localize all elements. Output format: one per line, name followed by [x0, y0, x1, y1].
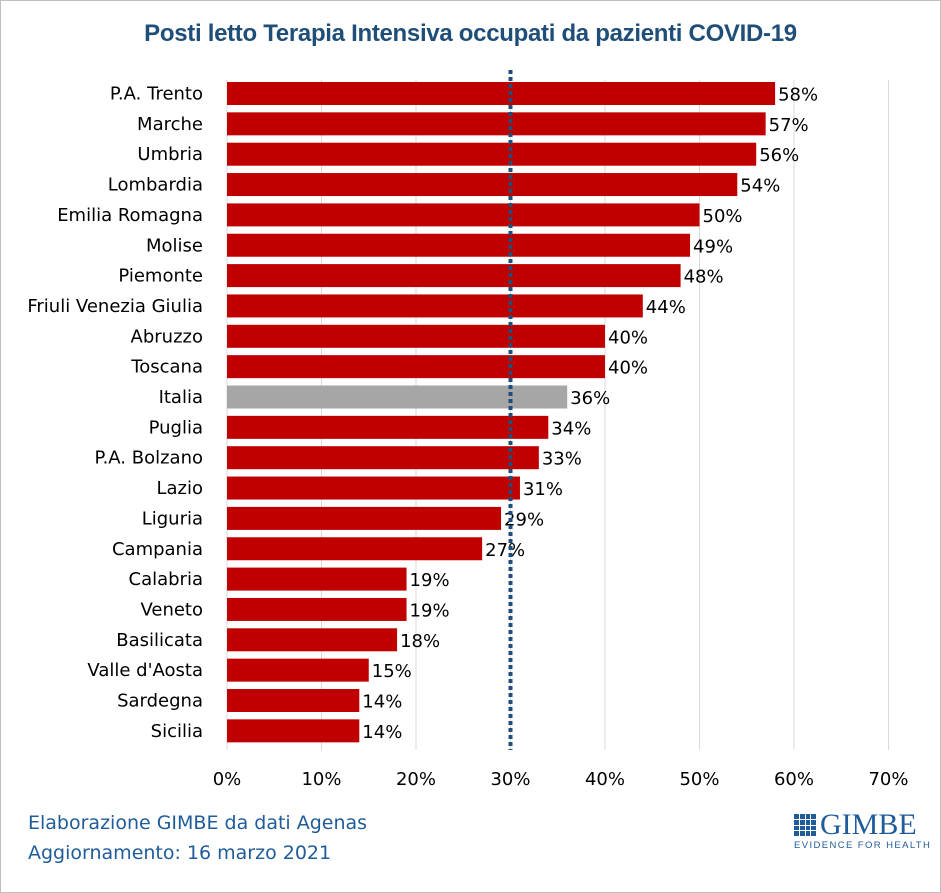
data-label: 50%: [703, 206, 743, 227]
category-label: Puglia: [149, 417, 203, 438]
x-tick-label: 10%: [301, 769, 341, 790]
bar-molise: [227, 233, 691, 257]
data-label: 49%: [693, 236, 733, 257]
bar-lombardia: [227, 173, 738, 197]
bar-p-a-trento: [227, 82, 776, 105]
category-label: Campania: [112, 539, 203, 560]
category-label: P.A. Bolzano: [95, 448, 203, 469]
category-label: Molise: [146, 235, 203, 256]
data-label: 29%: [504, 509, 544, 530]
bar-calabria: [227, 567, 407, 591]
bar-abruzzo: [227, 324, 605, 348]
x-tick-label: 50%: [679, 769, 719, 790]
footer-update-date: Aggiornamento: 16 marzo 2021: [28, 842, 332, 864]
category-label: Emilia Romagna: [57, 205, 203, 226]
chart-title: Posti letto Terapia Intensiva occupati d…: [144, 20, 797, 47]
data-label: 33%: [542, 449, 582, 470]
data-label: 56%: [759, 145, 799, 166]
data-label: 48%: [684, 267, 724, 288]
data-label: 14%: [362, 722, 402, 743]
bar-emilia-romagna: [227, 203, 700, 227]
data-label: 58%: [778, 85, 818, 106]
category-label: Umbria: [137, 144, 203, 165]
category-label: Liguria: [142, 508, 203, 529]
bar-puglia: [227, 415, 549, 439]
logo-name: GIMBE: [820, 808, 917, 841]
data-label: 27%: [485, 540, 525, 561]
bar-marche: [227, 112, 766, 136]
category-label: P.A. Trento: [110, 84, 203, 105]
gimbe-logo: GIMBE EVIDENCE FOR HEALTH: [794, 808, 930, 860]
category-label: Veneto: [140, 599, 203, 620]
data-label: 36%: [570, 388, 610, 409]
data-label: 19%: [410, 600, 450, 621]
data-label: 44%: [646, 297, 686, 318]
bar-campania: [227, 537, 483, 561]
category-label: Valle d'Aosta: [87, 660, 203, 681]
data-label: 18%: [400, 631, 440, 652]
data-label: 31%: [523, 479, 563, 500]
category-label: Abruzzo: [131, 326, 203, 347]
data-label: 19%: [410, 570, 450, 591]
category-label: Piemonte: [118, 266, 203, 287]
bar-toscana: [227, 355, 605, 379]
bar-piemonte: [227, 264, 681, 288]
x-tick-label: 30%: [490, 769, 530, 790]
bar-chart: 0% 10% 20% 30% 40% 50% 60% 70% P.A. Trento 58% Mar…: [27, 70, 909, 790]
category-label: Sardegna: [117, 691, 203, 712]
category-label: Lombardia: [108, 175, 203, 196]
bar-sicilia: [227, 719, 360, 743]
bar-liguria: [227, 506, 502, 530]
category-label: Friuli Venezia Giulia: [27, 296, 203, 317]
category-label: Italia: [159, 387, 203, 408]
category-label: Lazio: [156, 478, 203, 499]
data-label: 14%: [362, 692, 402, 713]
data-label: 57%: [769, 115, 809, 136]
footer-source: Elaborazione GIMBE da dati Agenas: [28, 812, 368, 834]
bar-basilicata: [227, 628, 398, 652]
data-label: 40%: [608, 358, 648, 379]
gimbe-logo-mark-icon: [794, 814, 816, 836]
category-label: Toscana: [130, 357, 203, 378]
data-label: 15%: [372, 661, 412, 682]
bar-valle-d-aosta: [227, 658, 369, 682]
bar-lazio: [227, 476, 520, 500]
bar-friuli-venezia-giulia: [227, 294, 643, 318]
data-label: 34%: [551, 418, 591, 439]
x-tick-label: 40%: [585, 769, 625, 790]
category-label: Calabria: [129, 569, 204, 590]
bar-umbria: [227, 142, 757, 166]
category-label: Basilicata: [116, 630, 203, 651]
data-label: 40%: [608, 327, 648, 348]
bar-p-a-bolzano: [227, 446, 539, 470]
category-label: Sicilia: [151, 721, 203, 742]
x-tick-label: 20%: [396, 769, 436, 790]
x-tick-label: 60%: [774, 769, 814, 790]
logo-tagline: EVIDENCE FOR HEALTH: [794, 840, 932, 851]
x-tick-label: 70%: [868, 769, 908, 790]
bar-italia: [227, 385, 568, 409]
bar-sardegna: [227, 689, 360, 712]
x-tick-label: 0%: [213, 769, 242, 790]
bar-veneto: [227, 597, 407, 621]
data-label: 54%: [740, 176, 780, 197]
category-label: Marche: [137, 114, 203, 135]
